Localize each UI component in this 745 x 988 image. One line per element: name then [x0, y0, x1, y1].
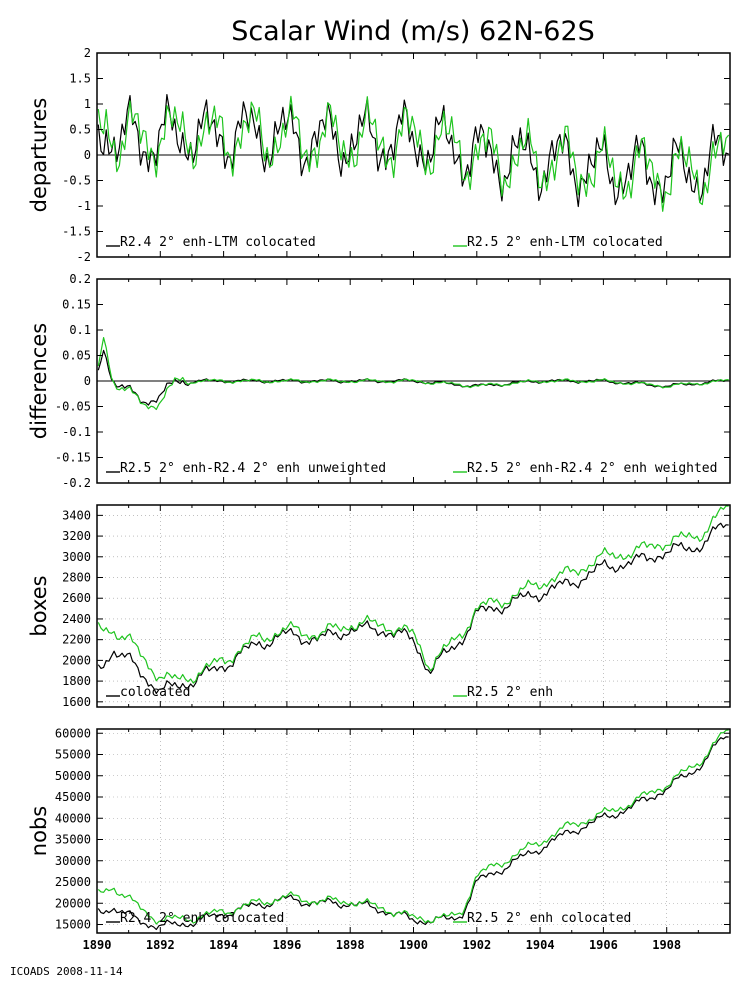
series-line-2	[97, 337, 729, 411]
xtick-label: 1904	[526, 938, 555, 952]
plot-frame	[96, 728, 731, 934]
ylabel-differences: differences	[27, 323, 51, 439]
xtick-label: 1900	[399, 938, 428, 952]
ytick-label: 0.2	[69, 272, 91, 286]
xtick-label: 1908	[652, 938, 681, 952]
series-line-1	[97, 349, 729, 406]
xtick-label: 1906	[589, 938, 618, 952]
xtick-label: 1898	[336, 938, 365, 952]
ytick-label: 55000	[55, 748, 91, 762]
xtick-label: 1890	[83, 938, 112, 952]
footer-source: ICOADS 2008-11-14	[10, 965, 123, 978]
ytick-label: 0	[84, 148, 91, 162]
series-line-1	[97, 736, 729, 931]
ytick-label: 0.05	[62, 349, 91, 363]
xtick-label: 1894	[209, 938, 238, 952]
ytick-label: 3200	[62, 529, 91, 543]
ylabel-departures: departures	[27, 98, 51, 213]
legend-label: R2.4 2° enh-LTM colocated	[120, 235, 316, 250]
ytick-label: 20000	[55, 896, 91, 910]
ytick-label: 1	[84, 97, 91, 111]
panel-boxes: 1600 1800 2000 2200 2400 2600 2800 3000 3200 3400…	[27, 504, 731, 709]
panel-departures: -2 -1.5 -1 -0.5 0 0.5 1 1.5 2 departures R2.4 2° e…	[27, 46, 731, 264]
ytick-label: 2600	[62, 591, 91, 605]
panel-differences: -0.2 -0.15 -0.1 -0.05 0 0.05 0.1 0.15 0.2 differe…	[27, 272, 731, 490]
ytick-label: -0.05	[55, 400, 91, 414]
ytick-label: -0.15	[55, 451, 91, 465]
ytick-label: 0	[84, 374, 91, 388]
ytick-label: -0.2	[62, 476, 91, 490]
series-line-2	[97, 729, 729, 925]
ytick-label: 30000	[55, 854, 91, 868]
legend-label: R2.4 2° enh colocated	[120, 911, 284, 926]
ytick-label: 2000	[62, 653, 91, 667]
ytick-label: 1600	[62, 695, 91, 709]
ytick-label: 60000	[55, 726, 91, 740]
ytick-label: 50000	[55, 769, 91, 783]
panel-nobs: 15000 20000 25000 30000 35000 40000 45000 50000…	[27, 726, 731, 952]
ytick-label: 0.1	[69, 323, 91, 337]
ytick-label: 2200	[62, 633, 91, 647]
ytick-label: -0.1	[62, 425, 91, 439]
ylabel-nobs: nobs	[27, 806, 51, 856]
legend-label: R2.5 2° enh colocated	[467, 911, 631, 926]
ytick-label: 0.5	[69, 123, 91, 137]
ytick-label: 45000	[55, 790, 91, 804]
chart-title: Scalar Wind (m/s) 62N-62S	[231, 16, 595, 47]
series-line-2	[97, 95, 730, 212]
ytick-label: -0.5	[62, 174, 91, 188]
ytick-label: 3400	[62, 508, 91, 522]
ytick-label: -1.5	[62, 225, 91, 239]
legend-label: R2.5 2° enh-R2.4 2° enh weighted	[467, 461, 717, 476]
legend-label: colocated	[120, 685, 190, 700]
ytick-label: 3000	[62, 550, 91, 564]
legend-label: R2.5 2° enh	[467, 685, 553, 700]
series-line-2	[97, 505, 729, 684]
legend-label: R2.5 2° enh-R2.4 2° enh unweighted	[120, 461, 386, 476]
xtick-label: 1902	[462, 938, 491, 952]
ytick-label: 0.15	[62, 298, 91, 312]
legend-label: R2.5 2° enh-LTM colocated	[467, 235, 663, 250]
series-line-1	[97, 93, 729, 208]
ytick-label: 2400	[62, 612, 91, 626]
chart-panels: -2 -1.5 -1 -0.5 0 0.5 1 1.5 2 departures R2.4 2° e…	[27, 46, 731, 952]
xtick-label: 1892	[146, 938, 175, 952]
ytick-label: 35000	[55, 833, 91, 847]
ytick-label: -1	[77, 199, 91, 213]
ytick-label: 25000	[55, 875, 91, 889]
ytick-label: 2	[84, 46, 91, 60]
ytick-label: -2	[77, 250, 91, 264]
ytick-label: 1.5	[69, 72, 91, 86]
series-line-1	[97, 522, 729, 695]
xtick-label: 1896	[272, 938, 301, 952]
ytick-label: 2800	[62, 571, 91, 585]
ytick-label: 15000	[55, 918, 91, 932]
ylabel-boxes: boxes	[27, 575, 51, 636]
ytick-label: 1800	[62, 674, 91, 688]
ytick-label: 40000	[55, 811, 91, 825]
